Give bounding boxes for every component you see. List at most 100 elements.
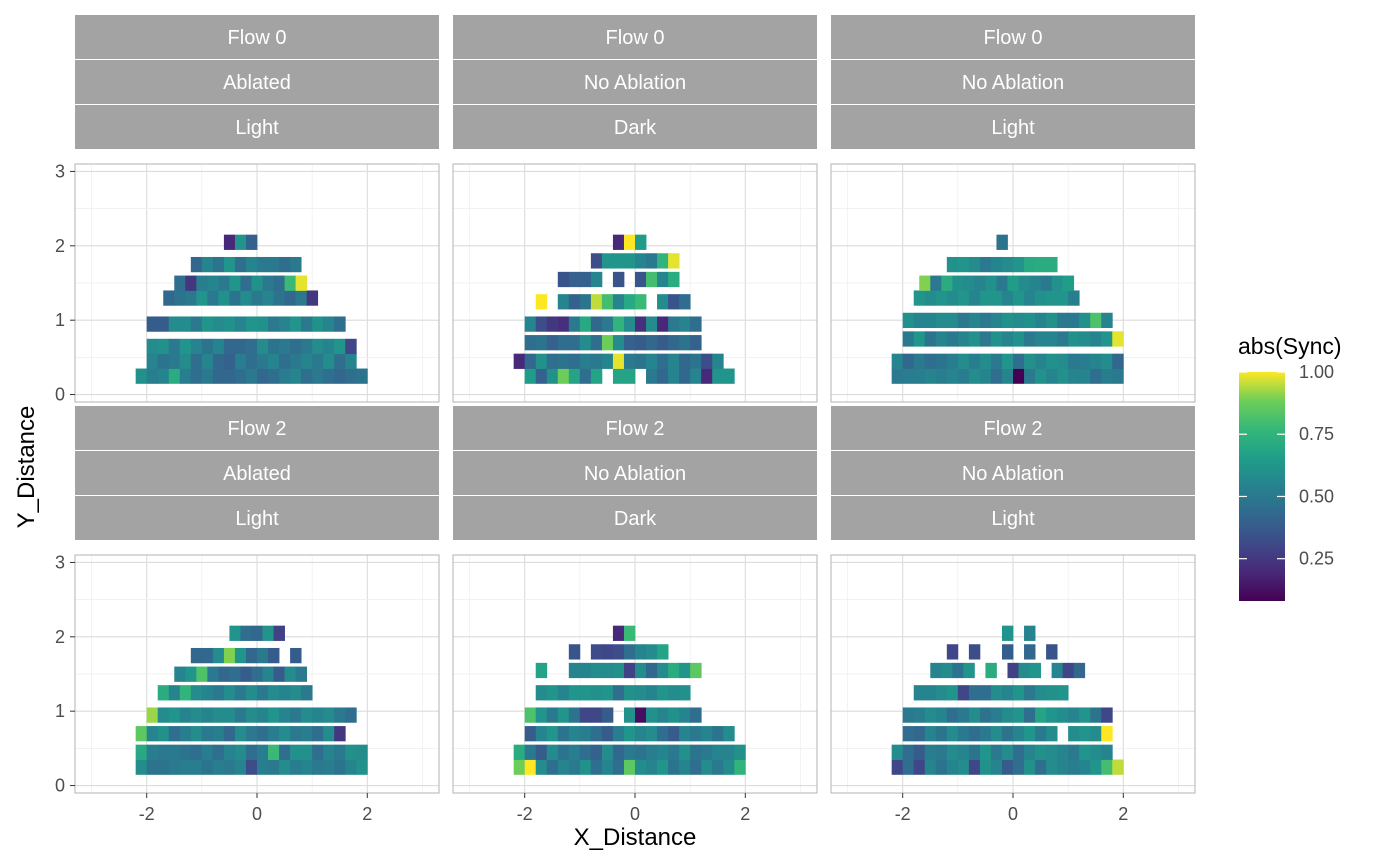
heatmap-cell [590,662,603,679]
heatmap-cell [1024,290,1036,306]
heatmap-cell [623,253,636,269]
heatmap-cell [590,353,603,369]
heatmap-cell [690,759,702,775]
x-tick-label: -2 [139,804,155,824]
heatmap-cell [135,759,148,775]
heatmap-cell [952,275,964,291]
heatmap-cell [679,368,691,384]
heatmap-cell [701,759,713,775]
heatmap-cell [201,316,214,332]
heatmap-cell [262,666,274,682]
heatmap-cell [635,759,647,775]
heatmap-cell [668,294,680,310]
heatmap-cell [251,275,263,291]
heatmap-cell [535,685,548,701]
heatmap-cell [968,726,981,742]
heatmap-cell [1001,759,1014,775]
heatmap-cell [913,685,926,701]
heatmap-cell [957,707,970,723]
heatmap-cell [979,759,992,775]
heatmap-cell [212,744,225,760]
heatmap-cell [535,707,548,723]
heatmap-cell [245,707,258,723]
heatmap-cell [734,744,746,760]
heatmap-cell [1001,726,1014,742]
heatmap-cell [946,312,959,329]
heatmap-cell [240,275,252,291]
heatmap-cell [612,335,625,351]
heatmap-cell [1046,685,1058,701]
heatmap-cell [273,666,285,682]
heatmap-cell [1062,275,1075,291]
heatmap-cell [891,744,904,760]
heatmap-cell [579,744,592,760]
heatmap-cell [568,335,581,351]
heatmap-cell [946,726,959,742]
heatmap-cell [1001,331,1014,347]
heatmap-cell [668,253,680,269]
heatmap-cell [902,331,915,347]
heatmap-cells [135,234,368,384]
heatmap-cell [1068,726,1080,742]
heatmap-cell [290,707,302,723]
heatmap-cell [568,368,581,384]
heatmap-cell [279,338,291,355]
heatmap-cell [1001,256,1014,273]
heatmap-cell [590,744,603,760]
heatmap-cell [201,338,214,355]
heatmap-cell [601,644,614,660]
heatmap-cell [990,368,1003,384]
y-tick-label: 2 [55,627,65,647]
heatmap-cell [212,759,225,775]
heatmap-cell [257,368,269,384]
heatmap-cell [1057,353,1069,369]
heatmap-cell [657,353,669,369]
heatmap-cell [135,726,148,742]
heatmap-cell [957,353,970,369]
heatmap-cell [968,353,981,369]
heatmap-cell [1090,312,1102,329]
heatmap-cell [1018,662,1030,679]
heatmap-cell [168,744,181,760]
heatmap-cell [323,368,335,384]
facet-strip-label: No Ablation [584,72,686,94]
facet-strip-label: Dark [614,508,657,530]
heatmap-cell [623,685,636,701]
heatmap-cell [1013,744,1025,760]
heatmap-cell [1057,744,1069,760]
heatmap-cell [979,353,992,369]
heatmap-cell [524,335,537,351]
y-tick-label: 2 [55,236,65,256]
heatmap-cell [201,256,214,273]
heatmap-cell [1046,726,1058,742]
heatmap-cell [712,744,724,760]
heatmap-cell [212,316,225,332]
heatmap-cell [290,647,302,664]
heatmap-cell [657,271,669,288]
heatmap-cell [557,316,570,332]
heatmap-cell [1101,312,1113,329]
heatmap-cell [168,353,181,369]
heatmap-cell [902,368,915,384]
heatmap-cell [646,685,658,701]
heatmap-cell [712,368,724,384]
heatmap-cell [891,353,904,369]
heatmap-cell [635,685,647,701]
heatmap-cell [568,644,581,660]
heatmap-cell [546,353,559,369]
heatmap-cell [1079,726,1091,742]
heatmap-cell [1013,726,1025,742]
heatmap-cell [157,338,170,355]
heatmap-cell [1035,331,1047,347]
heatmap-cell [157,368,170,384]
heatmap-cell [301,316,313,332]
heatmap-cell [312,744,324,760]
heatmap-cell [668,759,680,775]
heatmap-cell [284,275,297,291]
heatmap-cell [174,666,186,682]
heatmap-cell [1068,353,1080,369]
heatmap-cell [646,662,658,679]
heatmap-cell [557,335,570,351]
heatmap-cell [295,290,308,306]
